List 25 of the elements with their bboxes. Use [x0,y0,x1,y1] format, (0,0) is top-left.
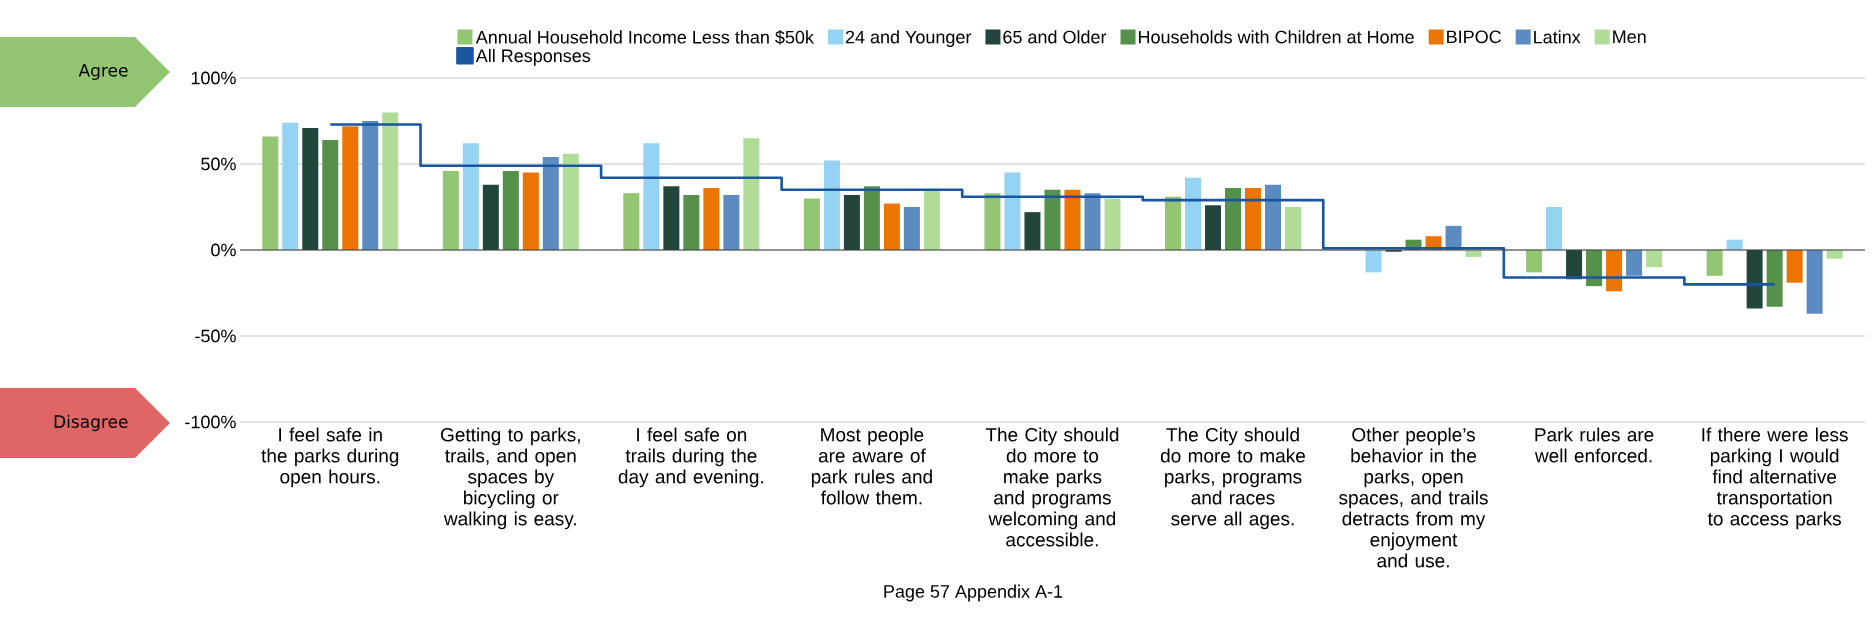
y-tick-label: -100% [185,415,236,429]
x-tick-label: Other people’s behavior in the parks, open spaces, and trails detracts from my enjoyment and use. [1339,427,1488,568]
legend-label: Men [1613,30,1646,44]
legend-label: Latinx [1534,30,1581,44]
y-tick-label: -50% [195,329,236,343]
x-tick-label: Most people are aware of park rules and follow them. [811,427,932,505]
x-tick-label: I feel safe on trails during the day and evening. [618,427,763,488]
legend-label: 65 and Older [1003,30,1107,44]
legend-label: Annual Household Income Less than $50k [475,30,814,45]
text: Agree [78,64,128,80]
x-tick-label: Getting to parks, trails, and open spaces by bicycling or walking is easy. [441,427,580,530]
legend-label: BIPOC [1447,30,1501,44]
legend-label: Households with Children at Home [1139,30,1414,44]
x-tick-label: If there were less parking I would find alternative transportation to access parks [1702,427,1848,530]
text: Page 57 Appendix A-1 [884,584,1063,602]
y-tick-label: 0% [211,243,236,257]
x-tick-label: I feel safe in the parks during open hours. [261,427,399,488]
legend-label: All Responses [475,48,591,66]
x-tick-label: The City should do more to make parks, programs and races serve all ages. [1160,427,1305,530]
legend-label: 24 and Younger [845,30,972,47]
y-tick-label: 100% [191,71,236,85]
y-tick-label: 50% [201,157,236,171]
text: Disagree [54,414,128,432]
x-tick-label: Park rules are well enforced. [1534,427,1654,463]
x-tick-label: The City should do more to make parks and programs welcoming and accessible. [985,427,1119,547]
